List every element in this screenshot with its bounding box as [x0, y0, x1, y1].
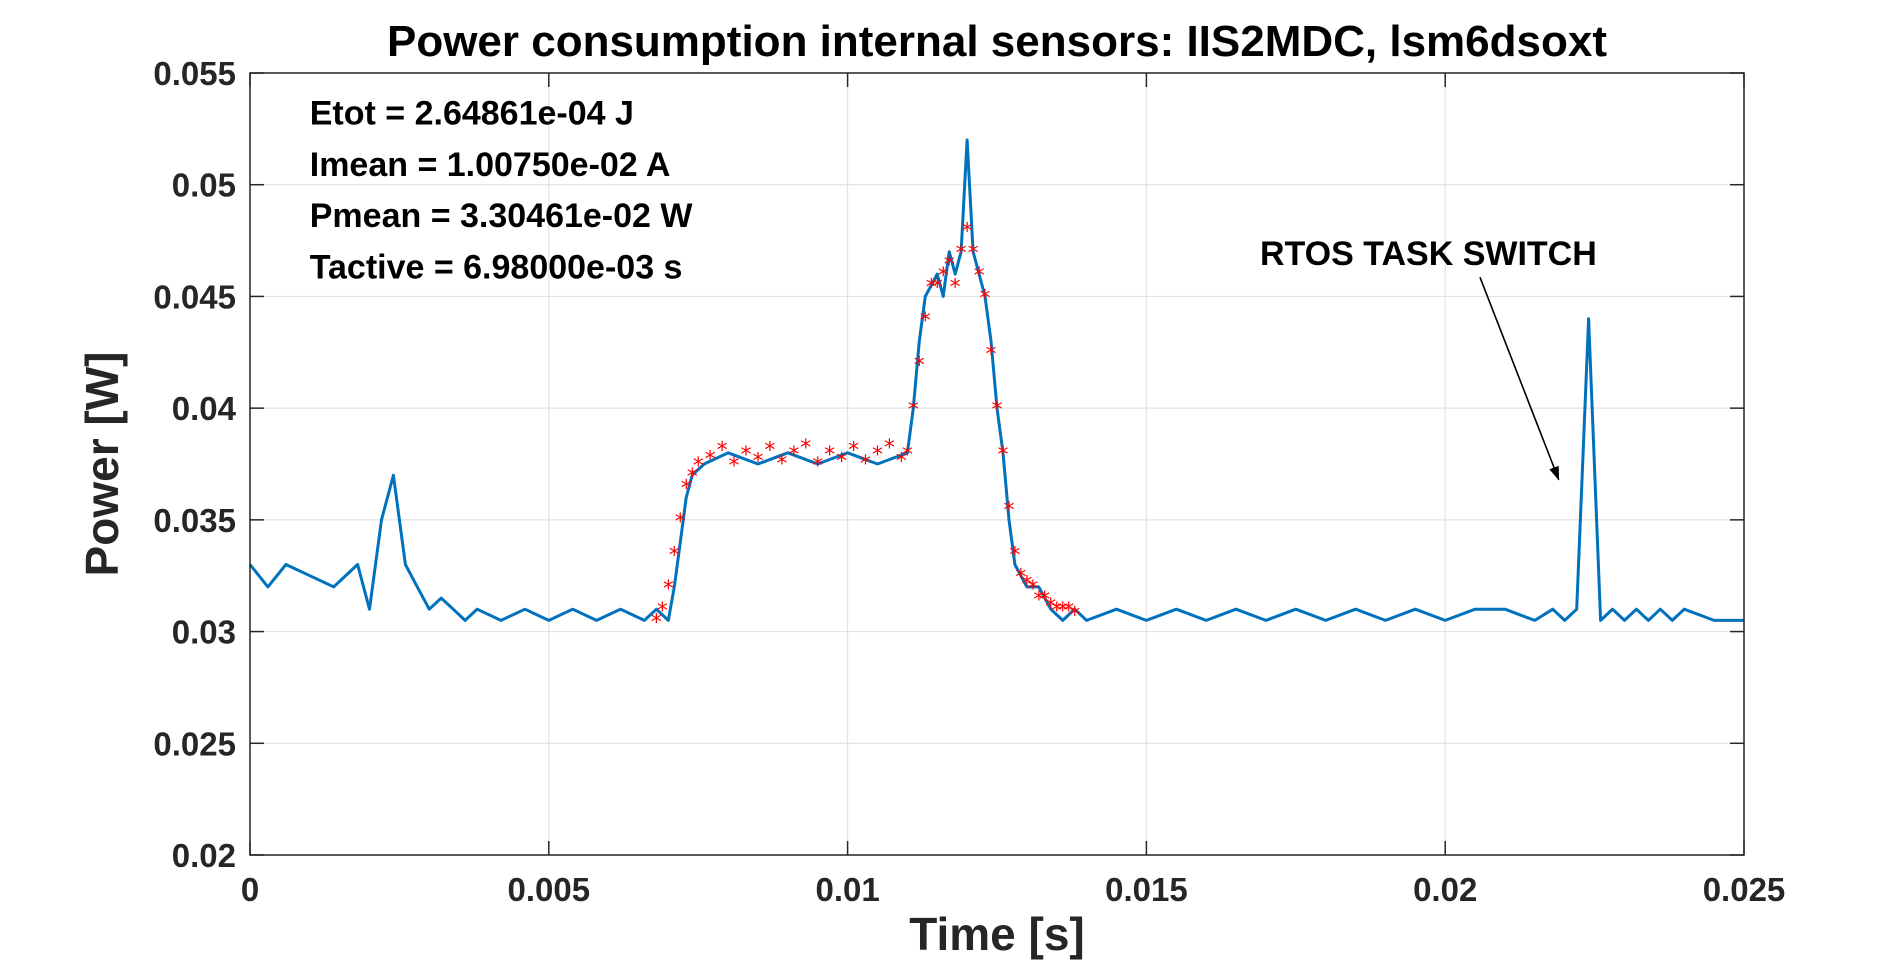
- data-marker: *: [752, 450, 763, 475]
- data-marker: *: [902, 443, 913, 468]
- data-marker: *: [914, 353, 925, 378]
- data-marker: *: [1009, 543, 1020, 568]
- y-tick-label: 0.02: [172, 837, 236, 874]
- data-marker: *: [1033, 588, 1044, 613]
- data-marker: *: [944, 253, 955, 278]
- plot-frame: [249, 72, 1745, 856]
- plot-area: [250, 73, 1744, 855]
- x-axis-label: Time [s]: [909, 908, 1085, 960]
- data-marker: *: [1051, 599, 1062, 624]
- data-marker: *: [1027, 577, 1038, 602]
- data-marker: *: [992, 398, 1003, 423]
- annotation-stat: Etot = 2.64861e-04 J: [310, 94, 634, 132]
- data-marker: *: [1003, 499, 1014, 524]
- data-marker: *: [717, 438, 728, 463]
- annotations: Etot = 2.64861e-04 J Imean = 1.00750e-02 …: [310, 94, 1597, 481]
- ticks: [249, 72, 1745, 856]
- chart-title: Power consumption internal sensors: IIS2…: [387, 17, 1607, 66]
- data-marker: *: [836, 450, 847, 475]
- x-tick-label: 0.005: [508, 871, 591, 908]
- data-marker: *: [896, 450, 907, 475]
- y-tick-label: 0.055: [153, 55, 236, 92]
- data-marker: *: [741, 443, 752, 468]
- data-marker: *: [848, 438, 859, 463]
- data-marker: *: [1045, 595, 1056, 620]
- data-marker: *: [651, 610, 662, 635]
- y-tick-label: 0.05: [172, 167, 236, 204]
- annotation-rtos-task-switch: RTOS TASK SWITCH: [1260, 235, 1597, 273]
- data-marker: *: [950, 275, 961, 300]
- data-marker: *: [968, 242, 979, 267]
- tick-labels: 0 0.005 0.01 0.015 0.02 0.025 0.02 0.025 0.03 0.0…: [153, 55, 1785, 908]
- y-tick-label: 0.03: [172, 614, 236, 651]
- x-tick-label: 0.02: [1413, 871, 1477, 908]
- y-tick-label: 0.025: [153, 725, 236, 762]
- data-marker: *: [693, 454, 704, 479]
- series-layer: ******** * ** * * ** * ** * * ** * *****************…: [248, 138, 1744, 635]
- data-marker: *: [1015, 566, 1026, 591]
- data-marker: *: [956, 242, 967, 267]
- data-marker: *: [938, 264, 949, 289]
- y-tick-label: 0.045: [153, 278, 236, 315]
- x-tick-label: 0.025: [1703, 871, 1786, 908]
- data-marker: *: [980, 286, 991, 311]
- data-marker: *: [705, 447, 716, 472]
- data-marker: *: [800, 436, 811, 461]
- data-marker: *: [872, 443, 883, 468]
- data-marker: *: [908, 398, 919, 423]
- y-axis-label: Power [W]: [76, 352, 128, 577]
- data-marker: *: [1039, 588, 1050, 613]
- data-marker: *: [1063, 599, 1074, 624]
- series-line-0: [248, 138, 1744, 622]
- data-marker: *: [764, 438, 775, 463]
- y-tick-label: 0.04: [172, 390, 237, 427]
- data-marker: *: [675, 510, 686, 535]
- annotation-stat: Imean = 1.00750e-02 A: [310, 146, 671, 184]
- annotation-arrow: [1479, 276, 1560, 481]
- x-tick-label: 0.01: [815, 871, 879, 908]
- data-marker: *: [997, 443, 1008, 468]
- data-marker: *: [663, 577, 674, 602]
- data-marker: *: [657, 599, 668, 624]
- data-marker: *: [932, 275, 943, 300]
- data-marker: *: [974, 264, 985, 289]
- x-tick-label: 0.015: [1105, 871, 1188, 908]
- data-marker: *: [669, 543, 680, 568]
- data-marker: *: [729, 454, 740, 479]
- annotation-stat: Pmean = 3.30461e-02 W: [310, 197, 694, 235]
- data-marker: *: [1057, 599, 1068, 624]
- data-marker: *: [860, 452, 871, 477]
- data-marker: *: [687, 465, 698, 490]
- y-tick-label: 0.035: [153, 502, 236, 539]
- data-marker: *: [776, 452, 787, 477]
- data-marker: *: [812, 454, 823, 479]
- data-marker: *: [824, 443, 835, 468]
- data-marker: *: [1021, 572, 1032, 597]
- data-marker: *: [920, 309, 931, 334]
- x-tick-label: 0: [241, 871, 259, 908]
- data-marker: *: [986, 342, 997, 367]
- data-marker: *: [1069, 604, 1080, 629]
- annotation-stat: Tactive = 6.98000e-03 s: [310, 249, 683, 287]
- data-marker: *: [962, 219, 973, 244]
- data-marker: *: [681, 476, 692, 501]
- data-marker: *: [884, 436, 895, 461]
- data-marker: *: [926, 275, 937, 300]
- data-marker: *: [788, 443, 799, 468]
